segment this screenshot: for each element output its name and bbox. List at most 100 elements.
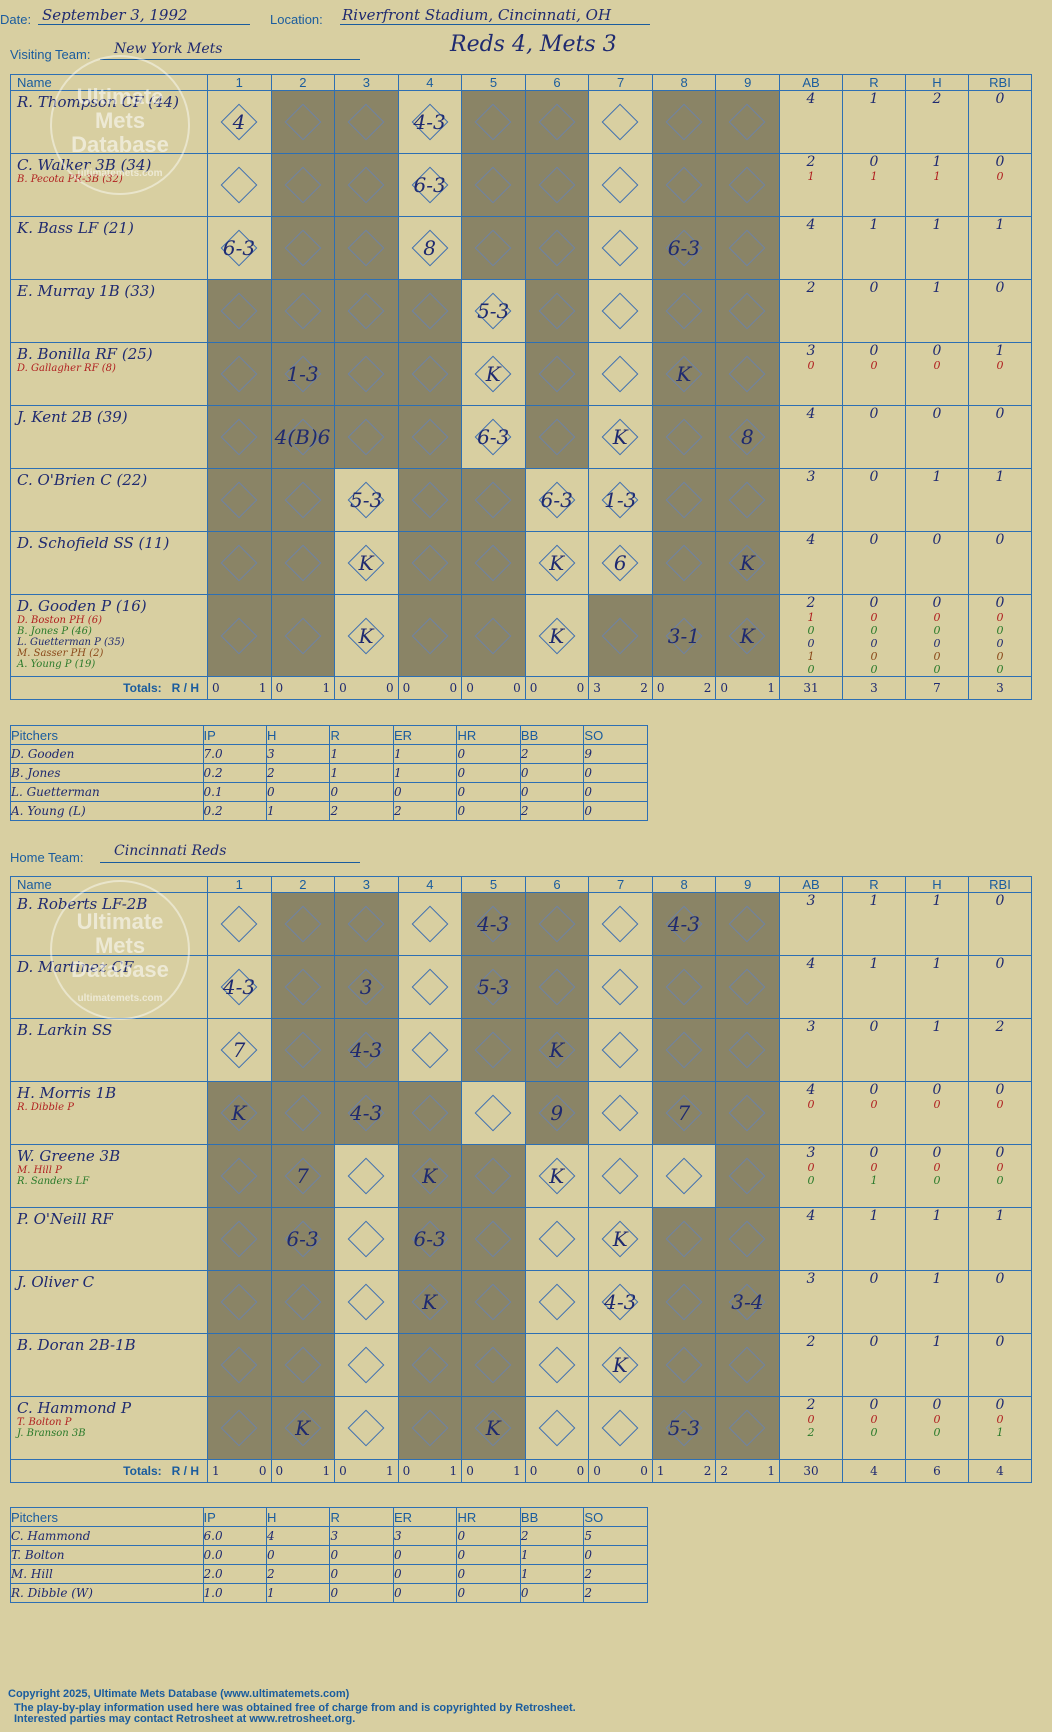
inning-cell [334, 1333, 399, 1397]
basepath-diamond [220, 544, 258, 582]
play-box: K [526, 1145, 588, 1207]
play-box [208, 1397, 270, 1459]
inning-cell [588, 153, 653, 217]
play-result: K [549, 623, 565, 648]
basepath-diamond [411, 968, 449, 1006]
substitute-name: R. Sanders LF [17, 1176, 90, 1187]
inning-runs: 1 [212, 1464, 220, 1478]
stat-value: 0 [869, 1397, 879, 1413]
inning-cell: 6-3 [270, 1207, 336, 1271]
inning-cell: K [461, 1396, 526, 1460]
inning-cell [334, 153, 399, 217]
stat-value: 1 [996, 1426, 1004, 1439]
basepath-diamond [728, 968, 766, 1006]
inning-cell [207, 892, 272, 956]
home-label: Home Team: [10, 850, 84, 865]
basepath-diamond [411, 481, 449, 519]
basepath-diamond [347, 292, 385, 330]
stat-value: 0 [870, 1413, 878, 1426]
basepath-diamond [220, 292, 258, 330]
stat-value: 0 [870, 637, 878, 650]
inning-cell [207, 1396, 272, 1460]
pitcher-stat: 1 [519, 1564, 585, 1584]
stat-value: 0 [995, 154, 1005, 170]
stat-value: 3 [806, 893, 816, 909]
inning-cell: K [397, 1270, 463, 1334]
play-box [653, 406, 715, 468]
stat-value: 2 [995, 1019, 1005, 1035]
play-box [272, 1082, 334, 1144]
basepath-diamond [347, 355, 385, 393]
inning-cell [207, 1333, 272, 1397]
pitcher-header: R [329, 725, 394, 745]
basepath-diamond [220, 355, 258, 393]
play-result: 8 [423, 236, 436, 260]
inning-cell [207, 405, 272, 469]
inning-cell [651, 1270, 717, 1334]
stat-value: 1 [869, 893, 879, 909]
batter-cell: D. Gooden P (16) D. Boston PH (6) B. Jones… [10, 594, 208, 677]
totals-label-cell: Totals: R / H [10, 1459, 208, 1483]
play-result: 7 [296, 1164, 309, 1188]
basepath-diamond [411, 355, 449, 393]
stat-value: 1 [807, 611, 815, 624]
play-box [208, 280, 270, 342]
inning-hits: 0 [258, 1464, 267, 1478]
stat-value: 3 [806, 1271, 816, 1287]
play-box: 9 [526, 1082, 588, 1144]
stat-header: RBI [968, 74, 1032, 91]
play-box: 6-3 [399, 154, 461, 216]
play-result: 7 [677, 1101, 691, 1125]
basepath-diamond [284, 617, 321, 654]
play-result: 7 [232, 1038, 246, 1062]
inning-cell [397, 1333, 463, 1397]
stat-value: 2 [806, 154, 816, 170]
stat-value: 1 [869, 956, 879, 972]
stat-value: 0 [995, 406, 1005, 422]
batter-name: C. Hammond P [17, 1399, 132, 1417]
inning-hits: 1 [513, 1464, 521, 1478]
play-box: 4(B)6 [272, 406, 334, 468]
play-result: 1-3 [604, 488, 637, 512]
play-box [462, 1271, 524, 1333]
basepath-diamond [665, 1346, 703, 1384]
stat-value: 0 [995, 1082, 1005, 1098]
inning-cell [334, 279, 399, 343]
stat-value: 0 [932, 1082, 942, 1098]
inning-hits: 1 [322, 1464, 331, 1478]
pitcher-name: D. Gooden [10, 744, 204, 764]
pitcher-stat: 0 [583, 1545, 648, 1565]
batter-cell: P. O'Neill RF [10, 1207, 208, 1271]
basepath-diamond [411, 292, 449, 330]
stat-value: 4 [806, 1208, 816, 1224]
inning-cell [397, 279, 463, 343]
substitute-name: J. Branson 3B [17, 1428, 86, 1439]
inning-cell [397, 1018, 463, 1082]
basepath-diamond [220, 905, 258, 943]
pitcher-stat: 0 [583, 801, 648, 821]
play-result: 4-3 [413, 110, 446, 134]
play-box [399, 280, 461, 342]
basepath-diamond [411, 418, 449, 456]
play-box [462, 1082, 524, 1144]
substitute-name: R. Dibble P [17, 1102, 74, 1113]
inning-cell [715, 279, 780, 343]
pitcher-stat: 0 [329, 1564, 394, 1584]
play-box: 6-3 [208, 217, 270, 279]
stat-value: 0 [869, 1082, 879, 1098]
stat-value: 0 [933, 1426, 941, 1439]
play-box [272, 605, 334, 667]
inning-cell [334, 1144, 399, 1208]
pitcher-stat: 5 [583, 1526, 648, 1546]
pitcher-stat: 0 [456, 1564, 521, 1584]
play-box [653, 1271, 715, 1333]
stat-value: 2 [806, 1334, 816, 1350]
stat-value: 0 [807, 1161, 815, 1174]
stat-cell-h: 0 [905, 531, 969, 595]
pitchers-table: Pitchers IP H R ER HR BB SO C. Hammond 6.0 4 3 3 0 2 5 T… [10, 1507, 648, 1603]
stat-value: 0 [870, 611, 878, 624]
stat-cell-ab: 3 [779, 1270, 843, 1334]
stat-value: 0 [869, 280, 879, 296]
play-box: K [462, 343, 524, 405]
stat-value: 0 [995, 280, 1005, 296]
